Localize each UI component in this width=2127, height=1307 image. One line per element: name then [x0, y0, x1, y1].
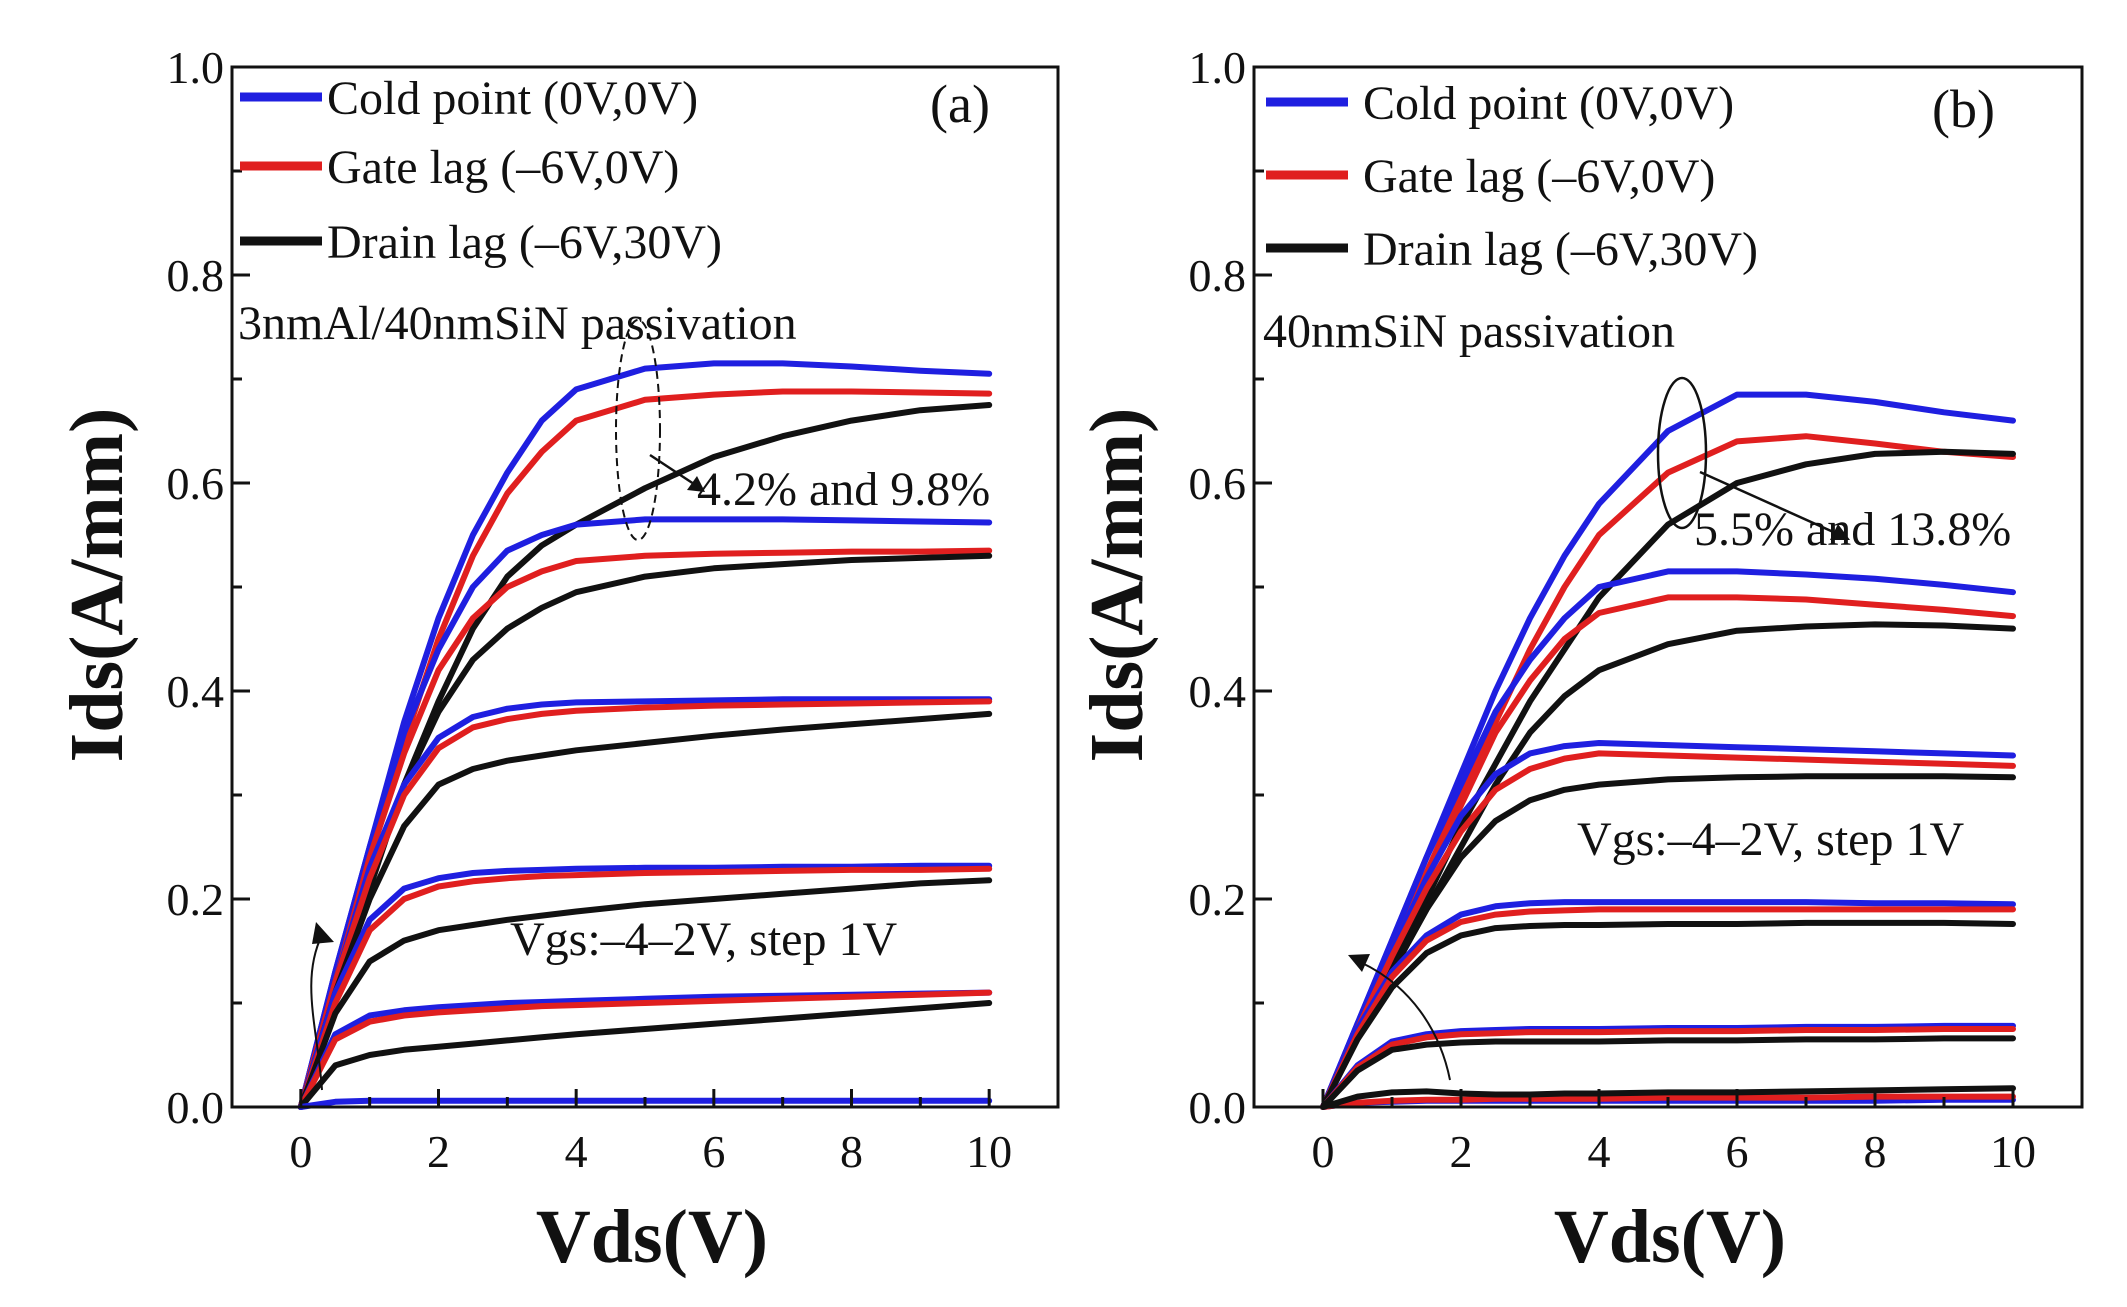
panel-b-lag-arrowhead [1830, 524, 1850, 540]
panel-a-curve-cold-point-vgs-3v [297, 1097, 993, 1110]
panel-b-y-axis-title: Ids(A/mm) [1075, 408, 1159, 763]
panel-b-legend-label-cold: Cold point (0V,0V) [1363, 77, 1734, 130]
panel-b-xtick-label: 10 [1990, 1126, 2036, 1177]
panel-b-vgs-annotation: Vgs:–4–2V, step 1V [1577, 813, 1964, 866]
panel-a-curve-drain-lag-vgs-2v [297, 1000, 993, 1110]
panel-b-curve-gate-lag-vgs-3v [1320, 1093, 2016, 1110]
panel-b-curve-cold-point-vgs-2v [1320, 1022, 2016, 1110]
panel-a-legend-label-cold: Cold point (0V,0V) [327, 72, 698, 125]
panel-b-curve-cold-point-vgs-1v [1320, 568, 2016, 1110]
panel-b-ticks [1252, 65, 2084, 1109]
panel-a-label: (a) [930, 74, 990, 134]
panel-b-ytick-label: 0.2 [1189, 874, 1247, 925]
panel-b-vgs-arc [1359, 961, 1451, 1081]
panel-b-ytick-label: 1.0 [1189, 42, 1247, 93]
panel-a-curve-gate-lag-vgs-1v [297, 547, 993, 1110]
panel-a-legend: Cold point (0V,0V) Gate lag (–6V,0V) Dra… [240, 72, 722, 269]
panel-b-xtick-label: 4 [1588, 1126, 1611, 1177]
panel-a-legend-label-gate: Gate lag (–6V,0V) [327, 141, 679, 194]
panel-b-ytick-label: 0.0 [1189, 1082, 1247, 1133]
panel-a-xtick-label: 4 [565, 1126, 588, 1177]
panel-b-curve-gate-lag-vgs-0v [1320, 750, 2016, 1110]
panel-a-xtick-label: 0 [289, 1126, 312, 1177]
panel-a-ytick-label: 0.2 [167, 874, 225, 925]
panel-a-vgs-arrowhead [312, 922, 334, 944]
panel-b-xtick-label: 8 [1864, 1126, 1887, 1177]
panel-a-ytick-label: 0.4 [167, 666, 225, 717]
panel-b-ytick-label: 0.4 [1189, 666, 1247, 717]
panel-a-lag-ellipse [615, 319, 661, 541]
panel-b-curve-drain-lag-vgs-1v [1320, 919, 2016, 1110]
panel-a-vgs-annotation: Vgs:–4–2V, step 1V [510, 913, 897, 966]
panel-b-curve-cold-point-vgs-1v [1320, 899, 2016, 1110]
panel-a-xtick-label: 10 [966, 1126, 1012, 1177]
panel-a-lag-arrowhead [687, 476, 705, 492]
panel-b-legend: Cold point (0V,0V) Gate lag (–6V,0V) Dra… [1266, 77, 1758, 276]
panel-b-vgs-arrowhead [1348, 954, 1370, 972]
panel-b-curves [1320, 391, 2016, 1110]
panel-a-curves [297, 360, 993, 1110]
panel-a-curve-drain-lag-vgs-0v [297, 710, 993, 1110]
panel-a-xtick-label: 8 [840, 1126, 863, 1177]
panel-b-xtick-label: 2 [1450, 1126, 1473, 1177]
panel-b-curve-gate-lag-vgs-1v [1320, 906, 2016, 1110]
panel-a-vgs-arc [310, 934, 323, 1091]
panel-b-legend-label-drain: Drain lag (–6V,30V) [1363, 223, 1758, 276]
panel-a-ytick-label: 0.6 [167, 458, 225, 509]
panel-a-curve-gate-lag-vgs-0v [297, 698, 993, 1110]
panel-a-curve-drain-lag-vgs-1v [297, 877, 993, 1110]
panel-b-passivation-annotation: 40nmSiN passivation [1263, 305, 1675, 358]
panel-a-lag-arrow [649, 453, 701, 490]
panel-b-ytick-label: 0.6 [1189, 458, 1247, 509]
panel-b-lag-annotation: 5.5% and 13.8% [1694, 503, 2011, 556]
panel-b-ytick-label: 0.8 [1189, 250, 1247, 301]
panel-a-curve-cold-point-vgs-1v [297, 516, 993, 1110]
panel-a-ytick-label: 0.8 [167, 250, 225, 301]
panel-a-curve-cold-point-vgs-0v [297, 696, 993, 1110]
panel-b-xtick-label: 6 [1726, 1126, 1749, 1177]
panel-a-curve-cold-point-vgs-1v [297, 862, 993, 1110]
panel-a-y-axis-title: Ids(A/mm) [55, 408, 139, 763]
panel-b-curve-gate-lag-vgs-2v [1320, 1026, 2016, 1110]
panel-a-xtick-label: 6 [702, 1126, 725, 1177]
panel-a-lag-annotation: 4.2% and 9.8% [697, 463, 990, 516]
panel-a-frame [230, 65, 1060, 1109]
panel-b-curve-cold-point-vgs-0v [1320, 740, 2016, 1110]
panel-b-lag-arrow [1699, 470, 1841, 537]
panel-b-curve-drain-lag-vgs-3v [1320, 1085, 2016, 1110]
panel-b-curve-drain-lag-vgs-0v [1320, 773, 2016, 1110]
panel-b-x-axis-title: Vds(V) [1554, 1195, 1786, 1279]
panel-b-curve-drain-lag-vgs-2v [1320, 1035, 2016, 1110]
panel-a-legend-label-drain: Drain lag (–6V,30V) [327, 216, 722, 269]
panel-b-legend-label-gate: Gate lag (–6V,0V) [1363, 150, 1715, 203]
panel-b-lag-ellipse [1656, 376, 1708, 530]
panel-a: 0.0 0.2 0.4 0.6 0.8 1.0 0 2 4 6 8 10 Vds… [55, 42, 1060, 1279]
panel-a-xtick-label: 2 [427, 1126, 450, 1177]
panel-a-curve-gate-lag-vgs-1v [297, 865, 993, 1110]
panel-a-ytick-label: 1.0 [167, 42, 225, 93]
panel-b-xtick-label: 0 [1312, 1126, 1335, 1177]
panel-b: 0.0 0.2 0.4 0.6 0.8 1.0 0 2 4 6 8 10 Vds… [1075, 42, 2084, 1279]
panel-a-passivation-annotation: 3nmAl/40nmSiN passivation [238, 297, 797, 350]
panel-a-x-axis-title: Vds(V) [536, 1195, 768, 1279]
panel-b-label: (b) [1932, 79, 1995, 139]
panel-b-frame [1252, 65, 2084, 1109]
panel-b-curve-drain-lag-vgs-2v [1320, 448, 2016, 1110]
panel-a-ytick-label: 0.0 [167, 1082, 225, 1133]
panel-a-curve-gate-lag-vgs-2v [297, 989, 993, 1110]
